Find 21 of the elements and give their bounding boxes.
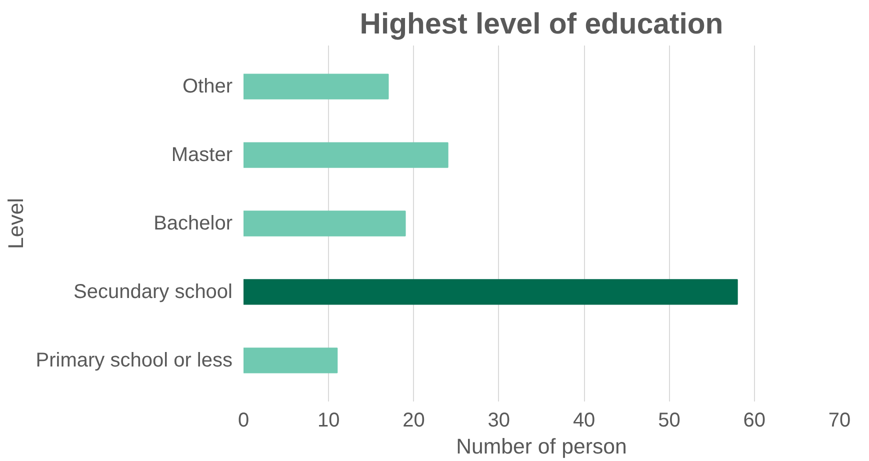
chart-title: Highest level of education (360, 8, 724, 40)
x-tick-label: 0 (238, 410, 250, 432)
bar (244, 74, 389, 100)
x-axis-title: Number of person (456, 434, 627, 458)
bar (244, 142, 448, 168)
bar (244, 348, 338, 374)
x-tick-label: 70 (828, 410, 851, 432)
x-tick-label: 10 (318, 410, 340, 432)
bar (244, 279, 738, 305)
x-tick-label: 20 (402, 410, 425, 432)
y-tick-label: Bachelor (154, 212, 233, 234)
y-tick-label: Primary school or less (36, 349, 232, 372)
x-tick-label: 50 (658, 410, 680, 432)
x-tick-label: 30 (488, 410, 510, 432)
x-tick-label: 40 (572, 410, 596, 432)
bar (244, 210, 406, 236)
y-tick-label: Other (182, 76, 233, 98)
y-axis-title: Level (4, 198, 28, 249)
x-tick-label: 60 (743, 410, 766, 432)
y-tick-label: Secundary school (74, 280, 232, 303)
y-tick-label: Master (171, 144, 233, 166)
